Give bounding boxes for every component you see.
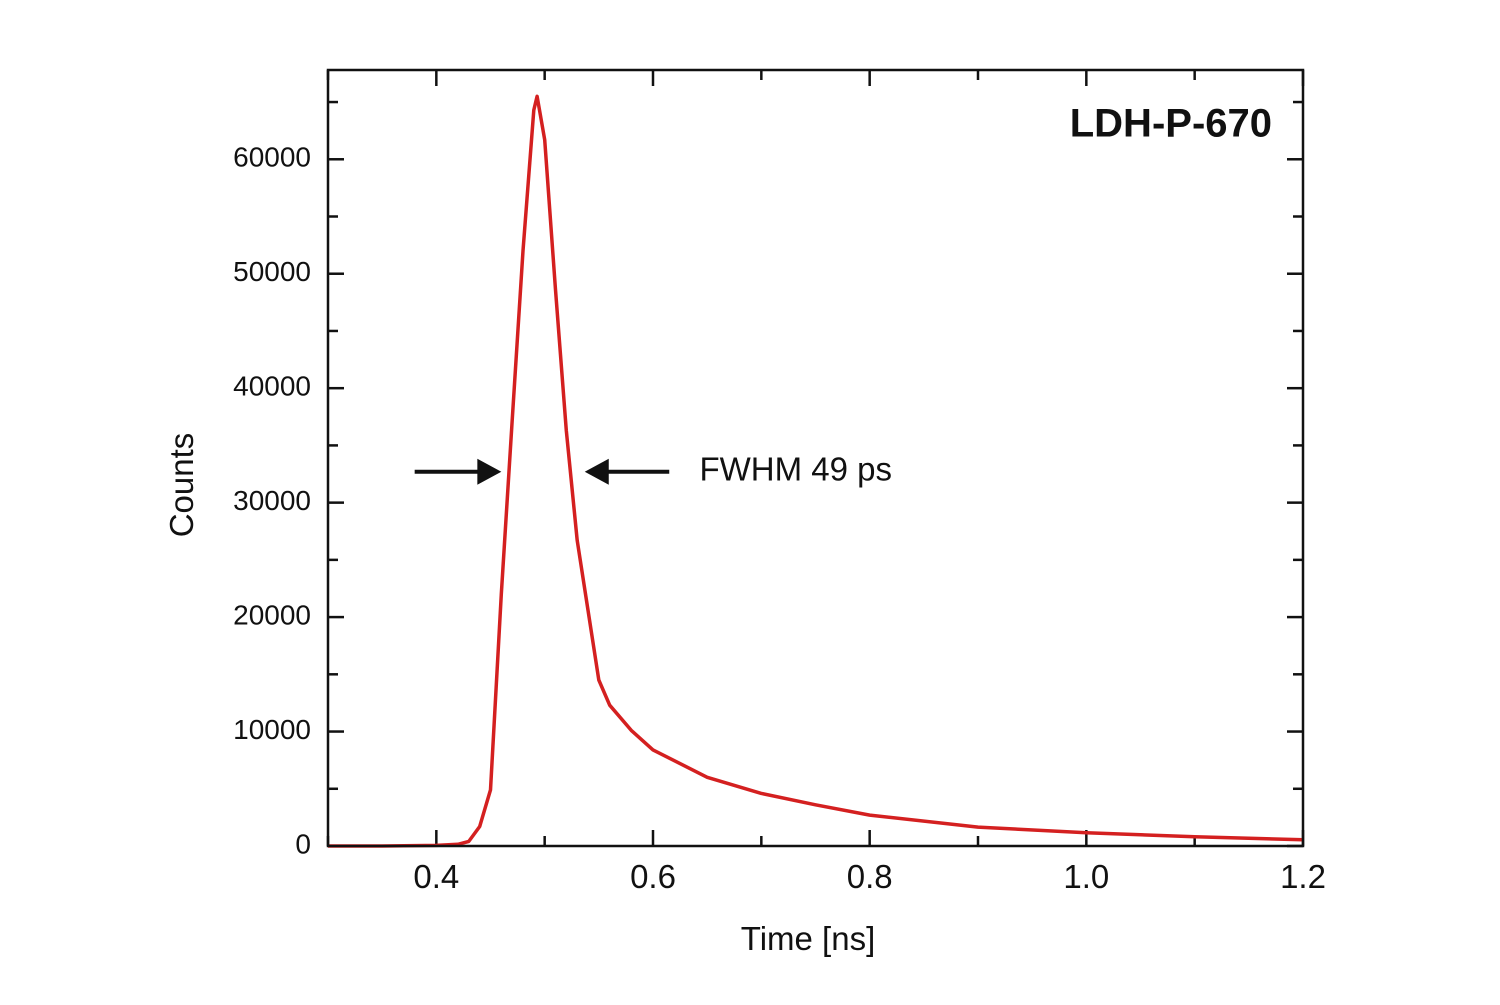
chart-title: LDH-P-670 bbox=[1070, 102, 1272, 146]
tick-labels: 0.4 0.6 0.8 1.0 1.2 0 10000 20000 30000 40000 5000… bbox=[233, 142, 1326, 895]
x-tick-label: 1.0 bbox=[1063, 858, 1109, 895]
fwhm-annotation: FWHM 49 ps bbox=[414, 450, 893, 487]
arrow-head bbox=[477, 458, 502, 485]
x-tick-label: 1.2 bbox=[1280, 858, 1326, 895]
y-tick-label: 20000 bbox=[233, 599, 311, 630]
y-tick-label: 40000 bbox=[233, 371, 311, 402]
ticks bbox=[326, 70, 1305, 848]
y-tick-label: 30000 bbox=[233, 485, 311, 516]
arrow-head bbox=[584, 458, 609, 485]
y-tick-label: 60000 bbox=[233, 142, 311, 173]
x-axis-label: Time [ns] bbox=[741, 920, 875, 957]
y-tick-label: 50000 bbox=[233, 256, 311, 287]
y-tick-label: 10000 bbox=[233, 714, 311, 745]
y-axis-label: Counts bbox=[163, 433, 200, 538]
plot-frame bbox=[326, 68, 1305, 848]
series-line bbox=[328, 94, 1304, 848]
x-tick-label: 0.4 bbox=[413, 858, 459, 895]
y-tick-label: 0 bbox=[295, 828, 311, 859]
x-tick-label: 0.8 bbox=[847, 858, 893, 895]
fwhm-label: FWHM 49 ps bbox=[700, 450, 893, 487]
x-tick-label: 0.6 bbox=[630, 858, 676, 895]
